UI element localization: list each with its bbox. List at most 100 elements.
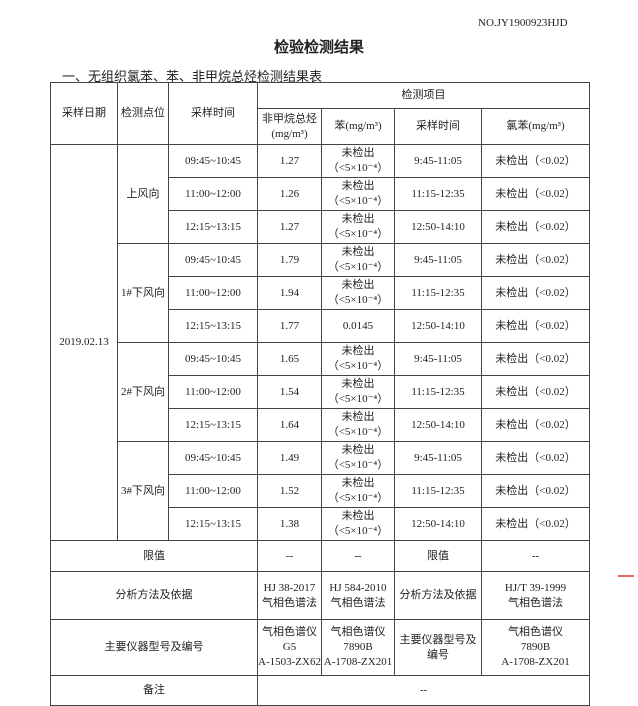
monitoring-point: 上风向	[117, 144, 169, 244]
sampling-time-2: 11:15-12:35	[394, 375, 482, 409]
table-caption: 一、无组织氯苯、苯、非甲烷总烃检测结果表	[62, 70, 323, 85]
instrument-chlorobenzene: 气相色谱仪 7890B A-1708-ZX201	[481, 619, 590, 676]
cell-line: 气相色谱仪	[262, 626, 317, 638]
benzene-value: 未检出 （<5×10⁻⁴）	[321, 507, 395, 541]
cell-line: 气相色谱法	[330, 596, 386, 609]
footer-row: 备注 --	[50, 675, 590, 706]
table-row: 11:00~12:00 1.26 未检出 （<5×10⁻⁴） 11:15-12:35 未检…	[51, 177, 590, 211]
table-row: 1#下风向 09:45~10:45 1.79 未检出 （<5×10⁻⁴） 9:45-11:…	[51, 243, 590, 343]
sampling-time-2: 11:15-12:35	[394, 276, 482, 310]
benzene-detection-limit: （<5×10⁻⁴）	[327, 525, 389, 537]
nmhc-value: 1.27	[257, 210, 322, 244]
benzene-detection-limit: （<5×10⁻⁴）	[327, 360, 389, 372]
benzene-value: 未检出 （<5×10⁻⁴）	[321, 177, 395, 211]
benzene-result: 未检出	[341, 213, 375, 225]
monitoring-point: 1#下风向	[117, 243, 169, 343]
method-label-2: 分析方法及依据	[394, 571, 482, 620]
benzene-result: 未检出	[341, 246, 375, 258]
table-row: 2#下风向 09:45~10:45 1.65 未检出 （<5×10⁻⁴） 9:45-11:…	[51, 342, 590, 442]
limit-label-2: 限值	[394, 540, 482, 572]
sampling-time-2: 12:50-14:10	[394, 309, 482, 343]
benzene-detection-limit: （<5×10⁻⁴）	[327, 228, 389, 240]
chlorobenzene-value: 未检出（<0.02）	[481, 474, 590, 508]
sampling-time: 09:45~10:45	[168, 342, 258, 376]
limit-benzene: --	[321, 540, 395, 572]
benzene-detection-limit: （<5×10⁻⁴）	[327, 426, 389, 438]
header-benzene: 苯(mg/m³)	[321, 108, 395, 145]
sampling-time: 11:00~12:00	[168, 177, 258, 211]
sampling-time-2: 9:45-11:05	[394, 342, 482, 376]
sampling-time-2: 11:15-12:35	[394, 177, 482, 211]
sampling-time-2: 9:45-11:05	[394, 243, 482, 277]
results-table: 采样日期 检测点位 采样时间 检测项目 非甲烷总烃 (mg/m³) 苯(mg/m³…	[50, 82, 590, 706]
method-label: 分析方法及依据	[50, 571, 258, 620]
sampling-time: 12:15~13:15	[168, 309, 258, 343]
chlorobenzene-value: 未检出（<0.02）	[481, 144, 590, 178]
header-point: 检测点位	[117, 82, 169, 145]
sampling-time: 11:00~12:00	[168, 474, 258, 508]
limit-label: 限值	[50, 540, 258, 572]
cell-line: 7890B	[343, 641, 373, 653]
chlorobenzene-value: 未检出（<0.02）	[481, 507, 590, 541]
nmhc-value: 1.94	[257, 276, 322, 310]
sampling-time: 12:15~13:15	[168, 210, 258, 244]
sampling-time-2: 12:50-14:10	[394, 408, 482, 442]
footer-row: 限值 -- -- 限值 --	[50, 540, 590, 572]
chlorobenzene-value: 未检出（<0.02）	[481, 177, 590, 211]
chlorobenzene-value: 未检出（<0.02）	[481, 342, 590, 376]
benzene-value: 未检出 （<5×10⁻⁴）	[321, 243, 395, 277]
table-row: 11:00~12:00 1.54 未检出 （<5×10⁻⁴） 11:15-12:35 未检…	[51, 375, 590, 409]
sampling-time: 11:00~12:00	[168, 276, 258, 310]
sampling-time-2: 9:45-11:05	[394, 144, 482, 178]
nmhc-value: 1.27	[257, 144, 322, 178]
benzene-value: 未检出 （<5×10⁻⁴）	[321, 276, 395, 310]
benzene-value: 未检出 （<5×10⁻⁴）	[321, 210, 395, 244]
instrument-label-2: 主要仪器型号及编号	[394, 619, 482, 676]
chlorobenzene-value: 未检出（<0.02）	[481, 243, 590, 277]
benzene-result: 未检出	[341, 378, 375, 390]
footer-row: 分析方法及依据 HJ 38-2017 气相色谱法 HJ 584-2010 气相色谱法 分析…	[50, 571, 590, 620]
benzene-detection-limit: （<5×10⁻⁴）	[327, 261, 389, 273]
table-row: 12:15~13:15 1.77 0.0145 12:50-14:10 未检出（<0.0…	[51, 309, 590, 343]
table-row: 11:00~12:00 1.94 未检出 （<5×10⁻⁴） 11:15-12:35 未检…	[51, 276, 590, 310]
sampling-time-2: 11:15-12:35	[394, 474, 482, 508]
document-number: NO.JY1900923HJD	[478, 17, 568, 29]
nmhc-value: 1.64	[257, 408, 322, 442]
benzene-detection-limit: （<5×10⁻⁴）	[327, 195, 389, 207]
benzene-value: 未检出 （<5×10⁻⁴）	[321, 474, 395, 508]
header-date: 采样日期	[50, 82, 118, 145]
cell-line: 气相色谱仪	[508, 626, 563, 638]
header-nmhc: 非甲烷总烃 (mg/m³)	[257, 108, 322, 145]
chlorobenzene-value: 未检出（<0.02）	[481, 276, 590, 310]
sampling-time: 12:15~13:15	[168, 408, 258, 442]
benzene-result: 未检出	[341, 411, 375, 423]
sampling-time: 11:00~12:00	[168, 375, 258, 409]
benzene-value: 未检出 （<5×10⁻⁴）	[321, 342, 395, 376]
table-row: 12:15~13:15 1.64 未检出 （<5×10⁻⁴） 12:50-14:10 未检…	[51, 408, 590, 442]
cell-line: A-1708-ZX201	[501, 656, 570, 668]
benzene-detection-limit: （<5×10⁻⁴）	[327, 393, 389, 405]
benzene-value: 未检出 （<5×10⁻⁴）	[321, 408, 395, 442]
table-row: 12:15~13:15 1.27 未检出 （<5×10⁻⁴） 12:50-14:10 未检…	[51, 210, 590, 244]
sampling-time-2: 9:45-11:05	[394, 441, 482, 475]
limit-chlorobenzene: --	[481, 540, 590, 572]
benzene-result: 未检出	[341, 279, 375, 291]
monitoring-point: 2#下风向	[117, 342, 169, 442]
cell-line: A-1708-ZX201	[323, 656, 393, 668]
benzene-result: 未检出	[341, 477, 375, 489]
benzene-result: 未检出	[341, 510, 375, 522]
nmhc-value: 1.49	[257, 441, 322, 475]
table-row: 12:15~13:15 1.38 未检出 （<5×10⁻⁴） 12:50-14:10 未检…	[51, 507, 590, 541]
header-chlorobenzene: 氯苯(mg/m³)	[481, 108, 590, 145]
benzene-value: 未检出 （<5×10⁻⁴）	[321, 375, 395, 409]
limit-nmhc: --	[257, 540, 322, 572]
stamp-mark	[618, 575, 634, 577]
benzene-detection-limit: （<5×10⁻⁴）	[327, 492, 389, 504]
nmhc-value: 1.65	[257, 342, 322, 376]
remark-value: --	[257, 675, 590, 706]
table-row: 2019.02.13 上风向 09:45~10:45 1.27 未检出 （<5×10⁻⁴）…	[50, 144, 590, 541]
table-row: 3#下风向 09:45~10:45 1.49 未检出 （<5×10⁻⁴） 9:45-11:…	[51, 441, 590, 541]
instrument-benzene: 气相色谱仪 7890B A-1708-ZX201	[321, 619, 395, 676]
benzene-result: 未检出	[341, 147, 375, 159]
nmhc-value: 1.52	[257, 474, 322, 508]
